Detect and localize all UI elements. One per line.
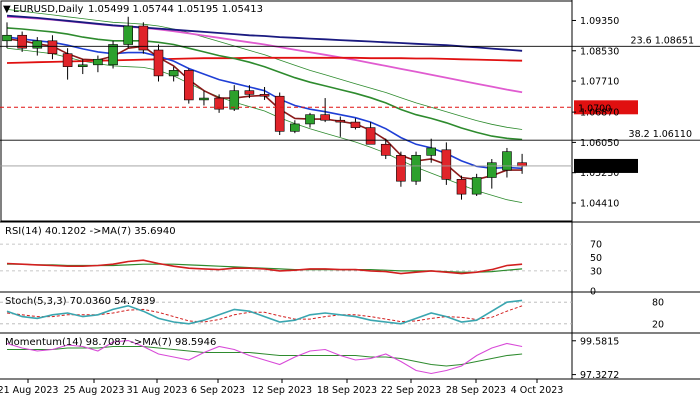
stoch-panel: 80 20	[0, 298, 664, 330]
candle-bear	[259, 94, 270, 97]
momentum-tick-label: 97.3272	[580, 370, 619, 381]
last-price-tag	[574, 158, 638, 173]
ohlc-readout: 1.05499 1.05744 1.05195 1.05413	[88, 4, 263, 15]
candle-bull	[229, 90, 240, 110]
candle-bull	[32, 40, 43, 49]
price-tick-label: 1.08530	[580, 46, 619, 57]
candle-bear	[214, 97, 224, 110]
symbol-arrow-icon: ▼	[3, 4, 11, 15]
chart-title: EURUSD,Daily	[13, 4, 84, 15]
candle-bull	[471, 177, 482, 195]
candle-bear	[396, 155, 406, 182]
price-tick-label: 1.06050	[580, 138, 619, 149]
stoch-k-line	[6, 299, 523, 325]
date-tick-label: 12 Sep 2023	[252, 385, 312, 396]
price-tick-label: 1.07710	[580, 77, 619, 88]
ma-green-line	[6, 27, 523, 141]
level-1070-label: 1.0700	[578, 103, 611, 114]
main-price-axis: 1.09350 1.08530 1.07710 1.06870 1.06050 1.052…	[572, 16, 619, 210]
ma-blue-line	[6, 36, 523, 170]
rsi-panel: 70 50 30 0	[0, 240, 602, 298]
candle-bull	[168, 70, 179, 77]
candle-bull	[290, 123, 300, 132]
momentum-tick-label: 99.5815	[580, 336, 619, 347]
candle-bull	[199, 97, 209, 101]
candle-bear	[47, 40, 58, 55]
date-axis: 21 Aug 2023 25 Aug 2023 31 Aug 2023 6 Sep 2…	[0, 379, 563, 396]
candle-bear	[350, 121, 361, 128]
date-tick-label: 28 Sep 2023	[446, 385, 506, 396]
rsi-tick-label: 50	[590, 253, 602, 264]
date-tick-label: 21 Aug 2023	[0, 385, 58, 396]
candle-bull	[411, 155, 421, 182]
candle-bear	[184, 70, 194, 101]
price-tick-label: 1.09350	[580, 16, 619, 27]
ma-navy-line	[6, 14, 523, 52]
candle-bear	[456, 179, 467, 195]
date-tick-label: 4 Oct 2023	[511, 385, 564, 396]
date-tick-label: 18 Sep 2023	[317, 385, 377, 396]
candle-bull	[93, 58, 103, 66]
main-panel-frame	[0, 0, 573, 222]
momentum-panel: 99.5815 97.3272	[6, 336, 619, 381]
stoch-tick-label: 80	[652, 298, 664, 309]
main-candles	[2, 16, 527, 200]
price-tick-label: 1.04410	[580, 199, 619, 210]
level-1070-tag	[574, 100, 638, 115]
candle-bear	[441, 149, 452, 180]
momentum-title: Momentum(14) 98.7087 ->MA(7) 98.5946	[5, 337, 216, 348]
candle-bear	[244, 90, 255, 95]
stoch-tick-label: 20	[652, 319, 664, 330]
candle-bear	[380, 143, 391, 156]
date-tick-label: 25 Aug 2023	[64, 385, 125, 396]
rsi-line	[6, 259, 523, 275]
candle-bull	[502, 151, 512, 171]
candle-bear	[274, 95, 285, 132]
band-upper-line	[6, 9, 523, 130]
date-tick-label: 22 Sep 2023	[381, 385, 441, 396]
main-levels: 23.6 1.08651 38.2 1.06110 1.0700 1.05413	[0, 35, 700, 173]
candle-bull	[426, 147, 437, 156]
candle-bull	[108, 44, 118, 66]
rsi-title: RSI(14) 40.1202 ->MA(7) 35.6940	[5, 226, 176, 237]
stoch-title: Stoch(5,3,3) 70.0360 54.7839	[5, 296, 156, 307]
candle-bull	[305, 114, 315, 125]
candle-bull	[77, 64, 88, 67]
candle-bear	[320, 114, 330, 121]
candle-bear	[365, 127, 376, 145]
rsi-tick-label: 0	[590, 287, 596, 298]
date-tick-label: 31 Aug 2023	[127, 385, 188, 396]
price-tick-label: 1.06870	[580, 108, 619, 119]
fib-236-label: 23.6 1.08651	[631, 35, 694, 46]
fib-382-label: 38.2 1.06110	[629, 129, 692, 140]
band-lower-line	[6, 47, 523, 203]
candle-bear	[17, 34, 27, 49]
stoch-d-line	[6, 305, 523, 323]
candle-bull	[2, 34, 12, 42]
momentum-ma-line	[7, 345, 523, 367]
candle-bull	[486, 162, 497, 178]
momentum-line	[6, 339, 523, 375]
candle-bear	[335, 119, 346, 123]
ma-red-line	[6, 56, 523, 64]
date-tick-label: 6 Sep 2023	[191, 385, 245, 396]
candle-bear	[138, 25, 149, 51]
price-tick-label: 1.05230	[580, 168, 619, 179]
candle-bull	[123, 25, 133, 45]
rsi-tick-label: 70	[590, 240, 602, 251]
candle-bear	[153, 49, 164, 77]
candle-bear	[62, 53, 73, 67]
rsi-tick-label: 30	[590, 266, 602, 277]
last-price-label: 1.05413	[578, 162, 617, 173]
